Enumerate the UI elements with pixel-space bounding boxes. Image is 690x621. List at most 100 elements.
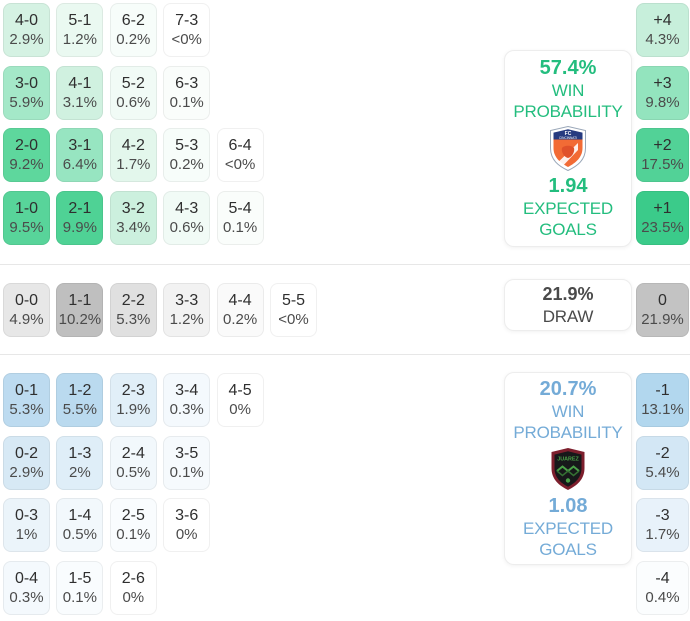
score-cell-label: 4-3 [175, 199, 199, 217]
score-cell-probability: 1.7% [116, 156, 151, 173]
score-cell-22: 2-2 5.3% [109, 283, 157, 337]
score-cell-probability: 1.2% [62, 31, 97, 48]
score-cell-label: 5-2 [121, 74, 145, 92]
score-cell-26: 2-6 0% [109, 560, 157, 615]
score-cell-label: 3-2 [121, 199, 145, 217]
goal-margin-cell-3: +3 9.8% [636, 65, 689, 120]
score-cell-03: 0-3 1% [3, 498, 50, 552]
score-cell-probability: 0.1% [62, 588, 97, 606]
score-cell-probability: <0% [278, 311, 309, 328]
score-cell-label: 1-5 [68, 569, 92, 587]
score-cell-probability: 0.2% [116, 31, 151, 48]
goal-margin-cell-label: -4 [655, 569, 670, 587]
score-cell-label: 3-3 [175, 292, 199, 309]
score-cell-probability: 0.2% [222, 311, 258, 328]
score-cell-label: 6-2 [121, 12, 145, 29]
score-cell-probability: 1.2% [169, 311, 204, 328]
score-cell-probability: 9.2% [9, 156, 44, 173]
score-cell-40: 4-0 2.9% [3, 3, 50, 57]
home-expected-goals-label: GOALS [539, 220, 597, 239]
score-cell-52: 5-2 0.6% [109, 65, 157, 120]
home-win-probability-label: WIN [551, 81, 585, 100]
goal-margin-cell-4: -4 0.4% [636, 560, 689, 615]
score-cell-probability: 0% [229, 401, 251, 418]
score-cell-probability: 0.2% [169, 156, 204, 173]
score-cell-label: 2-2 [121, 292, 145, 309]
score-cell-label: 6-4 [228, 137, 252, 154]
goal-margin-cell-probability: 13.1% [641, 401, 684, 418]
home-expected-goals-value: 1.94 [548, 175, 588, 197]
home-expected-goals-label: EXPECTED [522, 199, 614, 218]
svg-text:CINCINNATI: CINCINNATI [559, 136, 577, 140]
score-cell-probability: 2.9% [9, 463, 44, 481]
goal-margin-cell-probability: 1.7% [645, 526, 680, 543]
score-cell-label: 5-5 [281, 292, 306, 309]
goal-margin-cell-probability: 17.5% [641, 156, 684, 173]
score-cell-probability: <0% [224, 156, 256, 173]
score-cell-label: 5-4 [228, 199, 252, 217]
score-cell-label: 4-2 [121, 137, 145, 154]
score-cell-label: 4-0 [14, 12, 39, 29]
score-cell-25: 2-5 0.1% [109, 498, 157, 552]
score-cell-probability: 0.1% [222, 218, 258, 236]
score-cell-label: 0-4 [14, 569, 39, 587]
score-cell-label: 2-4 [121, 444, 145, 462]
score-cell-43: 4-3 0.6% [163, 190, 211, 245]
score-cell-label: 3-0 [14, 74, 39, 92]
away-expected-goals-value: 1.08 [548, 494, 588, 517]
goal-margin-cell-probability: 5.4% [645, 463, 680, 481]
score-cell-62: 6-2 0.2% [109, 3, 157, 57]
score-cell-probability: 2.9% [9, 31, 44, 48]
score-cell-probability: 3.1% [62, 93, 97, 111]
score-cell-64: 6-4 <0% [216, 128, 264, 182]
fc-juarez-crest-icon: JUAREZ [551, 447, 585, 490]
goal-margin-cell-3: -3 1.7% [636, 498, 689, 552]
goal-margin-cell-label: -1 [655, 382, 670, 399]
goal-margin-cell-0: 0 21.9% [636, 283, 689, 337]
score-cell-label: 7-3 [175, 12, 199, 29]
score-cell-24: 2-4 0.5% [109, 435, 157, 490]
score-cell-label: 1-2 [68, 382, 92, 399]
draw-panel: 21.9% DRAW [504, 279, 632, 331]
score-cell-probability: 0.3% [169, 401, 204, 418]
score-cell-label: 0-0 [14, 292, 39, 309]
score-cell-30: 3-0 5.9% [3, 65, 50, 120]
goal-margin-cell-probability: 4.3% [645, 31, 680, 48]
score-cell-probability: 0.5% [62, 526, 97, 543]
goal-margin-cell-probability: 0.4% [645, 588, 680, 606]
goal-margin-cell-label: +2 [653, 137, 672, 154]
draw-probability-value: 21.9% [542, 283, 594, 304]
away-win-probability-label: WIN [551, 401, 585, 421]
score-cell-04: 0-4 0.3% [3, 560, 50, 615]
score-cell-label: 1-4 [68, 507, 92, 524]
score-cell-15: 1-5 0.1% [56, 560, 104, 615]
score-cell-probability: 0.6% [116, 93, 151, 111]
score-cell-label: 4-1 [68, 74, 92, 92]
score-cell-label: 2-3 [121, 382, 145, 399]
score-cell-label: 3-6 [175, 507, 199, 524]
goal-margin-cell-probability: 9.8% [645, 93, 680, 111]
score-cell-00: 0-0 4.9% [3, 283, 50, 337]
goal-margin-cell-label: -2 [655, 444, 670, 462]
score-cell-label: 4-5 [228, 382, 252, 399]
score-cell-label: 6-3 [175, 74, 199, 92]
svg-text:JUAREZ: JUAREZ [557, 456, 579, 462]
score-cell-probability: 10.2% [58, 311, 102, 328]
score-cell-probability: 0.1% [169, 463, 204, 481]
score-cell-01: 0-1 5.3% [3, 373, 50, 427]
score-cell-12: 1-2 5.5% [56, 373, 104, 427]
score-cell-11: 1-1 10.2% [56, 283, 104, 337]
score-cell-label: 5-1 [68, 12, 92, 29]
score-cell-32: 3-2 3.4% [109, 190, 157, 245]
score-cell-10: 1-0 9.5% [3, 190, 50, 245]
goal-margin-cell-2: -2 5.4% [636, 435, 689, 490]
score-cell-label: 4-4 [228, 292, 252, 309]
score-cell-probability: 0% [175, 526, 198, 543]
score-cell-probability: 2% [69, 463, 91, 481]
score-cell-02: 0-2 2.9% [3, 435, 50, 490]
score-cell-35: 3-5 0.1% [163, 435, 211, 490]
goal-margin-cell-label: +3 [653, 74, 672, 92]
goal-margin-cell-probability: 23.5% [641, 218, 684, 236]
score-cell-label: 2-1 [68, 199, 92, 217]
